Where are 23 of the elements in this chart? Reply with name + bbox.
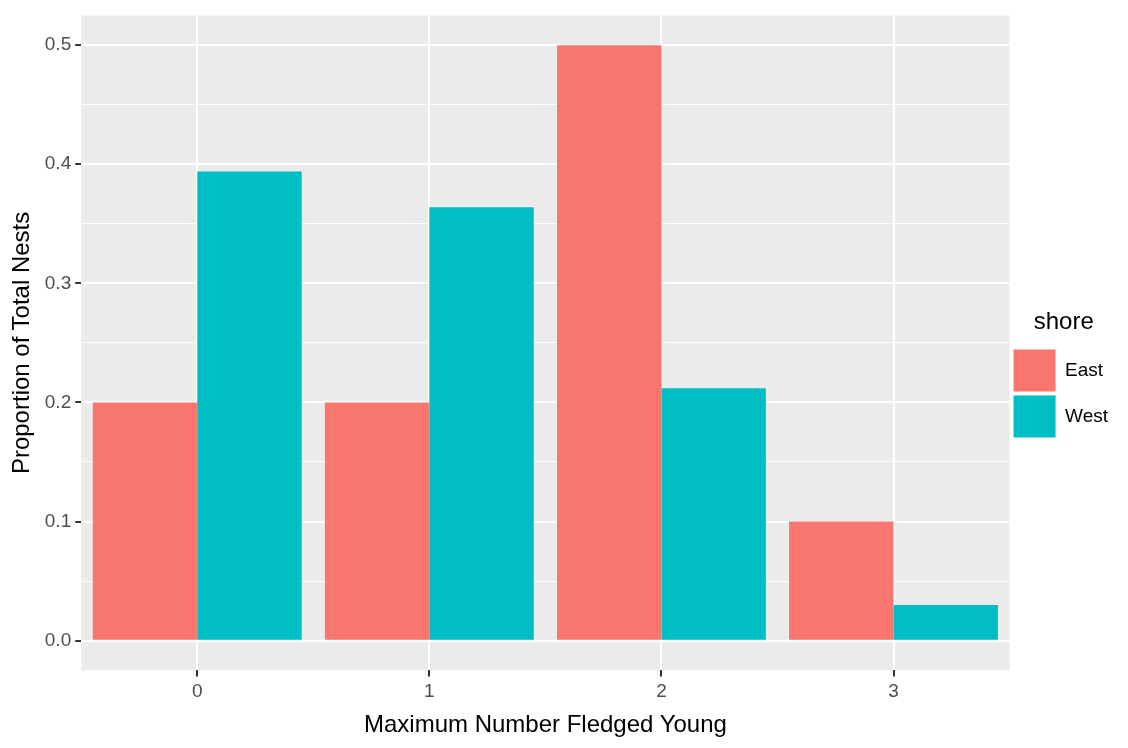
bar [92,402,198,640]
x-tick-label: 1 [424,680,435,702]
legend-label: East [1065,358,1104,380]
bar [556,45,662,640]
y-tick-label: 0.1 [44,509,72,531]
bar [197,171,302,640]
x-tick-label: 2 [656,680,667,702]
bar [429,207,534,640]
x-axis-title: Maximum Number Fledged Young [363,710,727,738]
x-tick-label: 3 [888,680,899,702]
y-tick-label: 0.5 [44,33,72,55]
x-tick-label: 0 [191,680,203,702]
y-tick-label: 0.3 [44,271,72,293]
bar [789,521,894,640]
y-tick-label: 0.2 [44,390,72,412]
bar [893,604,998,640]
y-tick-label: 0.4 [44,152,72,174]
bar [324,402,430,640]
legend-title: shore [1033,307,1094,335]
legend-label: West [1065,404,1109,426]
bar [661,388,766,640]
y-axis-title: Proportion of Total Nests [7,211,35,475]
y-tick-label: 0.0 [44,628,72,650]
